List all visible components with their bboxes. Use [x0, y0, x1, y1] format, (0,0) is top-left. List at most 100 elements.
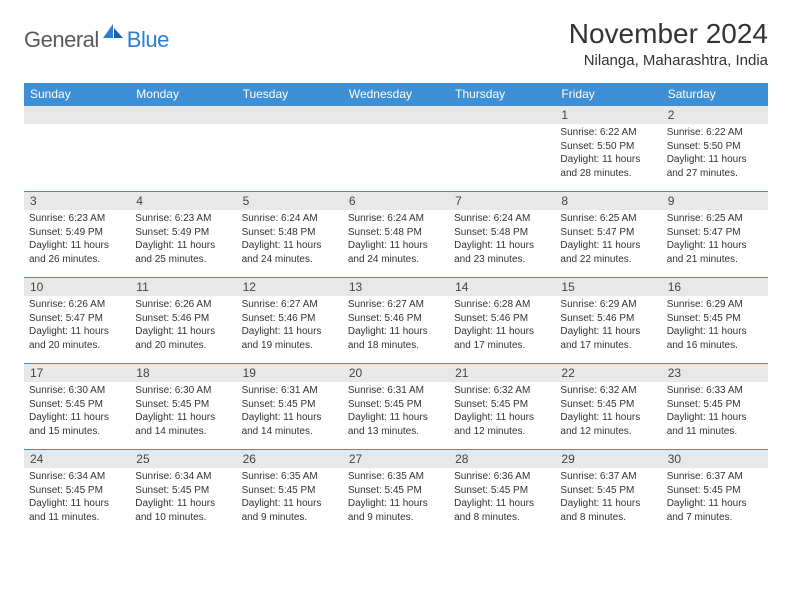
day-details: Sunrise: 6:29 AMSunset: 5:46 PMDaylight:… [555, 296, 661, 356]
day-header: Wednesday [343, 83, 449, 106]
day-details: Sunrise: 6:35 AMSunset: 5:45 PMDaylight:… [237, 468, 343, 528]
day-details: Sunrise: 6:27 AMSunset: 5:46 PMDaylight:… [343, 296, 449, 356]
day-number-empty [24, 106, 130, 124]
calendar-cell: 14Sunrise: 6:28 AMSunset: 5:46 PMDayligh… [449, 278, 555, 364]
calendar-cell: 17Sunrise: 6:30 AMSunset: 5:45 PMDayligh… [24, 364, 130, 450]
day-number: 10 [24, 278, 130, 296]
calendar-cell [449, 106, 555, 192]
month-title: November 2024 [569, 18, 768, 50]
calendar-cell [237, 106, 343, 192]
calendar-cell: 2Sunrise: 6:22 AMSunset: 5:50 PMDaylight… [662, 106, 768, 192]
day-number: 18 [130, 364, 236, 382]
day-number-empty [343, 106, 449, 124]
day-details: Sunrise: 6:31 AMSunset: 5:45 PMDaylight:… [343, 382, 449, 442]
day-number: 1 [555, 106, 661, 124]
day-details: Sunrise: 6:25 AMSunset: 5:47 PMDaylight:… [555, 210, 661, 270]
day-details: Sunrise: 6:23 AMSunset: 5:49 PMDaylight:… [24, 210, 130, 270]
day-number: 23 [662, 364, 768, 382]
calendar-cell: 28Sunrise: 6:36 AMSunset: 5:45 PMDayligh… [449, 450, 555, 536]
calendar-cell: 23Sunrise: 6:33 AMSunset: 5:45 PMDayligh… [662, 364, 768, 450]
day-details: Sunrise: 6:24 AMSunset: 5:48 PMDaylight:… [237, 210, 343, 270]
day-header: Thursday [449, 83, 555, 106]
day-number-empty [237, 106, 343, 124]
day-number: 15 [555, 278, 661, 296]
calendar-week: 24Sunrise: 6:34 AMSunset: 5:45 PMDayligh… [24, 450, 768, 536]
day-details: Sunrise: 6:22 AMSunset: 5:50 PMDaylight:… [555, 124, 661, 184]
day-number: 17 [24, 364, 130, 382]
day-details: Sunrise: 6:32 AMSunset: 5:45 PMDaylight:… [449, 382, 555, 442]
day-details: Sunrise: 6:26 AMSunset: 5:46 PMDaylight:… [130, 296, 236, 356]
calendar-body: 1Sunrise: 6:22 AMSunset: 5:50 PMDaylight… [24, 106, 768, 536]
day-details: Sunrise: 6:29 AMSunset: 5:45 PMDaylight:… [662, 296, 768, 356]
day-number: 20 [343, 364, 449, 382]
day-number: 16 [662, 278, 768, 296]
calendar-cell [24, 106, 130, 192]
day-number: 12 [237, 278, 343, 296]
calendar-cell: 13Sunrise: 6:27 AMSunset: 5:46 PMDayligh… [343, 278, 449, 364]
day-number-empty [130, 106, 236, 124]
day-header: Saturday [662, 83, 768, 106]
day-number: 26 [237, 450, 343, 468]
day-details: Sunrise: 6:27 AMSunset: 5:46 PMDaylight:… [237, 296, 343, 356]
day-details: Sunrise: 6:28 AMSunset: 5:46 PMDaylight:… [449, 296, 555, 356]
calendar-cell: 24Sunrise: 6:34 AMSunset: 5:45 PMDayligh… [24, 450, 130, 536]
day-number: 24 [24, 450, 130, 468]
calendar-page: General Blue November 2024 Nilanga, Maha… [0, 0, 792, 536]
day-number: 9 [662, 192, 768, 210]
day-details: Sunrise: 6:24 AMSunset: 5:48 PMDaylight:… [343, 210, 449, 270]
day-details: Sunrise: 6:32 AMSunset: 5:45 PMDaylight:… [555, 382, 661, 442]
logo-sail-icon [103, 24, 125, 45]
logo: General Blue [24, 24, 169, 55]
calendar-cell: 9Sunrise: 6:25 AMSunset: 5:47 PMDaylight… [662, 192, 768, 278]
day-details: Sunrise: 6:22 AMSunset: 5:50 PMDaylight:… [662, 124, 768, 184]
calendar-cell: 6Sunrise: 6:24 AMSunset: 5:48 PMDaylight… [343, 192, 449, 278]
calendar-cell: 1Sunrise: 6:22 AMSunset: 5:50 PMDaylight… [555, 106, 661, 192]
header: General Blue November 2024 Nilanga, Maha… [24, 18, 768, 69]
calendar-cell: 30Sunrise: 6:37 AMSunset: 5:45 PMDayligh… [662, 450, 768, 536]
day-number: 28 [449, 450, 555, 468]
calendar-week: 10Sunrise: 6:26 AMSunset: 5:47 PMDayligh… [24, 278, 768, 364]
day-number: 7 [449, 192, 555, 210]
calendar-cell: 15Sunrise: 6:29 AMSunset: 5:46 PMDayligh… [555, 278, 661, 364]
day-number-empty [449, 106, 555, 124]
day-number: 25 [130, 450, 236, 468]
day-details: Sunrise: 6:25 AMSunset: 5:47 PMDaylight:… [662, 210, 768, 270]
calendar-cell: 22Sunrise: 6:32 AMSunset: 5:45 PMDayligh… [555, 364, 661, 450]
calendar-cell: 4Sunrise: 6:23 AMSunset: 5:49 PMDaylight… [130, 192, 236, 278]
calendar-cell: 16Sunrise: 6:29 AMSunset: 5:45 PMDayligh… [662, 278, 768, 364]
day-number: 30 [662, 450, 768, 468]
day-details: Sunrise: 6:34 AMSunset: 5:45 PMDaylight:… [24, 468, 130, 528]
calendar-cell: 10Sunrise: 6:26 AMSunset: 5:47 PMDayligh… [24, 278, 130, 364]
day-details: Sunrise: 6:35 AMSunset: 5:45 PMDaylight:… [343, 468, 449, 528]
calendar-week: 17Sunrise: 6:30 AMSunset: 5:45 PMDayligh… [24, 364, 768, 450]
day-details: Sunrise: 6:30 AMSunset: 5:45 PMDaylight:… [24, 382, 130, 442]
calendar-cell: 7Sunrise: 6:24 AMSunset: 5:48 PMDaylight… [449, 192, 555, 278]
calendar-cell: 5Sunrise: 6:24 AMSunset: 5:48 PMDaylight… [237, 192, 343, 278]
day-number: 27 [343, 450, 449, 468]
day-details: Sunrise: 6:37 AMSunset: 5:45 PMDaylight:… [555, 468, 661, 528]
calendar-cell: 11Sunrise: 6:26 AMSunset: 5:46 PMDayligh… [130, 278, 236, 364]
day-header: Friday [555, 83, 661, 106]
day-details: Sunrise: 6:23 AMSunset: 5:49 PMDaylight:… [130, 210, 236, 270]
calendar-cell: 3Sunrise: 6:23 AMSunset: 5:49 PMDaylight… [24, 192, 130, 278]
day-number: 8 [555, 192, 661, 210]
calendar-table: SundayMondayTuesdayWednesdayThursdayFrid… [24, 83, 768, 536]
day-number: 13 [343, 278, 449, 296]
calendar-week: 3Sunrise: 6:23 AMSunset: 5:49 PMDaylight… [24, 192, 768, 278]
day-header: Tuesday [237, 83, 343, 106]
calendar-cell: 25Sunrise: 6:34 AMSunset: 5:45 PMDayligh… [130, 450, 236, 536]
calendar-cell: 8Sunrise: 6:25 AMSunset: 5:47 PMDaylight… [555, 192, 661, 278]
location: Nilanga, Maharashtra, India [569, 52, 768, 69]
day-number: 22 [555, 364, 661, 382]
day-number: 3 [24, 192, 130, 210]
calendar-cell: 21Sunrise: 6:32 AMSunset: 5:45 PMDayligh… [449, 364, 555, 450]
calendar-cell: 27Sunrise: 6:35 AMSunset: 5:45 PMDayligh… [343, 450, 449, 536]
calendar-cell: 19Sunrise: 6:31 AMSunset: 5:45 PMDayligh… [237, 364, 343, 450]
day-number: 4 [130, 192, 236, 210]
calendar-cell: 26Sunrise: 6:35 AMSunset: 5:45 PMDayligh… [237, 450, 343, 536]
calendar-cell: 20Sunrise: 6:31 AMSunset: 5:45 PMDayligh… [343, 364, 449, 450]
day-details: Sunrise: 6:30 AMSunset: 5:45 PMDaylight:… [130, 382, 236, 442]
day-number: 29 [555, 450, 661, 468]
calendar-cell: 12Sunrise: 6:27 AMSunset: 5:46 PMDayligh… [237, 278, 343, 364]
calendar-cell: 29Sunrise: 6:37 AMSunset: 5:45 PMDayligh… [555, 450, 661, 536]
